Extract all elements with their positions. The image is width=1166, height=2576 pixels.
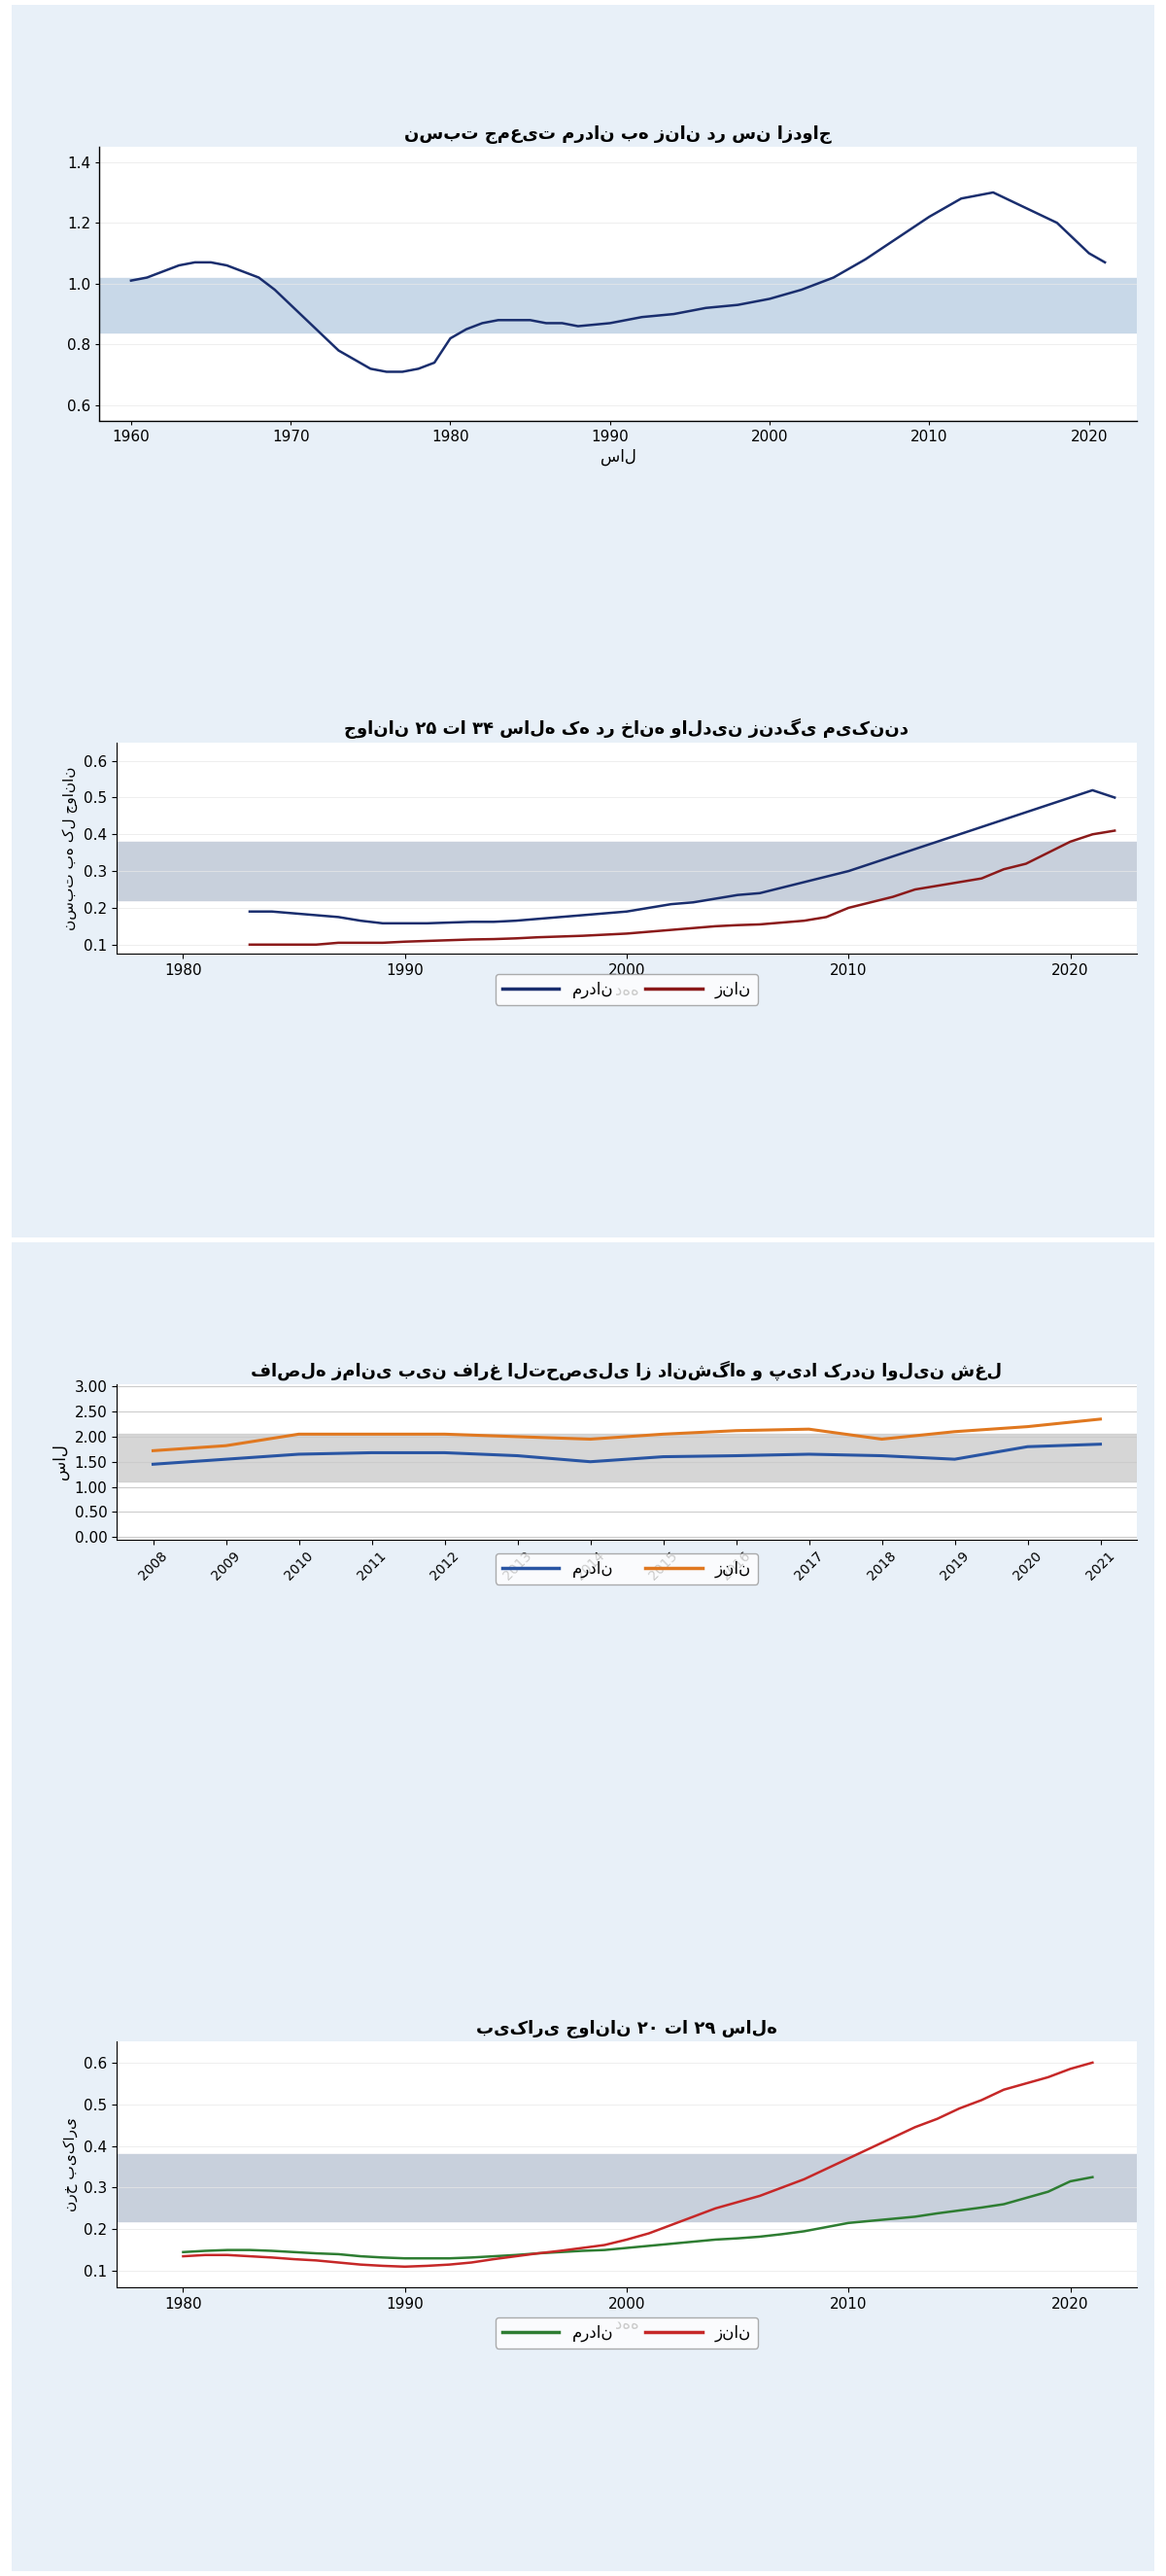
- Bar: [117, 2154, 1137, 2221]
- Y-axis label: سال: سال: [51, 1443, 69, 1479]
- Bar: [117, 1435, 1137, 1481]
- Title: فاصله زمانی بین فارغ التحصیلی از دانشگاه و پیدا کردن اولین شغل: فاصله زمانی بین فارغ التحصیلی از دانشگاه…: [251, 1360, 1003, 1381]
- Legend: مردان, زنان: مردان, زنان: [496, 974, 758, 1005]
- X-axis label: دهه: دهه: [614, 981, 639, 999]
- Title: نسبت جمعیت مردان به زنان در سن ازدواج: نسبت جمعیت مردان به زنان در سن ازدواج: [405, 126, 831, 144]
- X-axis label: دهه: دهه: [614, 2316, 639, 2334]
- Title: بیکاری جوانان ۲۰ تا ۲۹ ساله: بیکاری جوانان ۲۰ تا ۲۹ ساله: [476, 2020, 778, 2038]
- Title: جوانان ۲۵ تا ۳۴ ساله که در خانه والدین زندگی می‌کنند: جوانان ۲۵ تا ۳۴ ساله که در خانه والدین ز…: [344, 719, 909, 739]
- Legend: مردان, زنان: مردان, زنان: [496, 2318, 758, 2349]
- Legend: مردان, زنان: مردان, زنان: [496, 1553, 758, 1584]
- Y-axis label: نسبت به کل جوانان: نسبت به کل جوانان: [63, 765, 78, 930]
- X-axis label: سال: سال: [600, 448, 635, 466]
- Y-axis label: نرخ بیکاری: نرخ بیکاری: [64, 2117, 78, 2213]
- Bar: [117, 842, 1137, 902]
- Bar: [99, 278, 1137, 332]
